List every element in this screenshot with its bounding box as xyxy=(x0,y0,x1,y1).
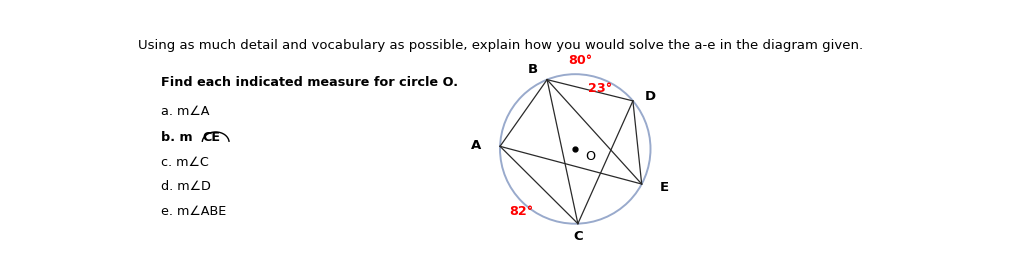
Text: c. m∠C: c. m∠C xyxy=(161,156,208,169)
Text: CE: CE xyxy=(202,131,220,144)
Text: C: C xyxy=(573,230,583,243)
Text: A: A xyxy=(471,139,481,152)
Text: d. m∠D: d. m∠D xyxy=(161,180,211,193)
Text: E: E xyxy=(659,181,668,194)
Text: e. m∠ABE: e. m∠ABE xyxy=(161,205,226,218)
Text: 80°: 80° xyxy=(568,54,593,67)
Text: b. m: b. m xyxy=(161,131,192,144)
Text: B: B xyxy=(527,63,538,76)
Text: O: O xyxy=(586,150,596,163)
Text: 23°: 23° xyxy=(589,82,612,95)
Text: Using as much detail and vocabulary as possible, explain how you would solve the: Using as much detail and vocabulary as p… xyxy=(138,39,864,52)
Text: Find each indicated measure for circle O.: Find each indicated measure for circle O… xyxy=(161,76,458,89)
Text: a. m∠A: a. m∠A xyxy=(161,105,210,118)
Text: D: D xyxy=(645,90,656,103)
Text: 82°: 82° xyxy=(509,205,532,219)
